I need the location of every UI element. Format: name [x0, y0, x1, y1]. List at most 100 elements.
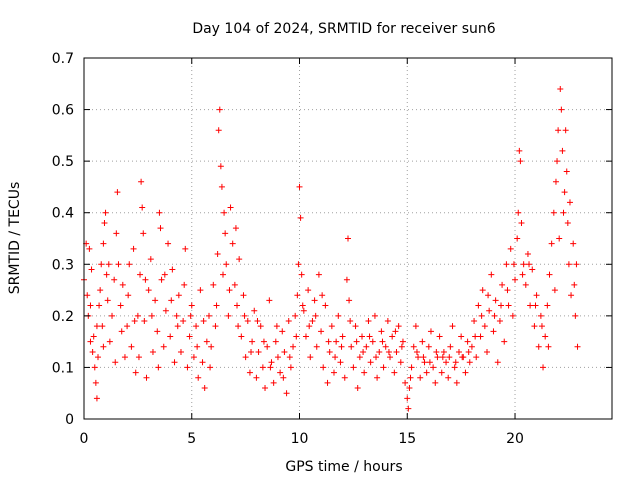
data-point — [542, 333, 549, 340]
data-point — [241, 312, 248, 319]
plot-border — [83, 57, 613, 420]
data-point — [266, 297, 273, 304]
data-point — [447, 343, 454, 350]
data-point — [319, 292, 326, 299]
data-point — [517, 158, 524, 165]
data-point — [255, 348, 262, 355]
data-point — [106, 338, 113, 345]
data-point — [468, 343, 475, 350]
data-point — [208, 343, 215, 350]
y-tick-label: 0.6 — [52, 103, 74, 119]
data-point — [215, 127, 222, 134]
data-point — [551, 287, 558, 294]
data-point — [496, 318, 503, 325]
data-point — [484, 348, 491, 355]
data-point — [96, 302, 103, 309]
y-axis-label: SRMTID / TECUs — [7, 182, 23, 295]
data-point — [305, 287, 312, 294]
data-point — [149, 348, 156, 355]
data-point — [572, 312, 579, 319]
data-point — [426, 359, 433, 366]
data-point — [212, 323, 219, 330]
data-point — [402, 379, 409, 386]
data-point — [294, 292, 301, 299]
data-point — [393, 348, 400, 355]
data-point — [234, 302, 241, 309]
data-point — [124, 323, 131, 330]
data-point — [318, 328, 325, 335]
data-point — [193, 323, 200, 330]
data-point — [347, 318, 354, 325]
x-axis-label: GPS time / hours — [285, 459, 402, 475]
data-point — [311, 297, 318, 304]
data-point — [297, 214, 304, 221]
data-point — [574, 343, 581, 350]
data-point — [546, 271, 553, 278]
data-point — [114, 189, 121, 196]
data-point — [324, 379, 331, 386]
data-point — [479, 287, 486, 294]
data-point — [262, 385, 269, 392]
data-point — [434, 354, 441, 361]
data-point — [505, 302, 512, 309]
data-point — [373, 354, 380, 361]
data-point — [227, 204, 234, 211]
data-point — [320, 364, 327, 371]
data-point — [548, 240, 555, 247]
y-tick-label: 0.5 — [52, 154, 74, 170]
data-point — [420, 354, 427, 361]
data-point — [226, 287, 233, 294]
data-point — [205, 312, 212, 319]
data-point — [157, 225, 164, 232]
data-point — [100, 240, 107, 247]
data-point — [84, 292, 91, 299]
data-point — [410, 343, 417, 350]
data-point — [379, 338, 386, 345]
data-point — [273, 323, 280, 330]
data-point — [535, 343, 542, 350]
data-point — [162, 307, 169, 314]
y-tick-label: 0.1 — [52, 360, 74, 376]
data-point — [419, 338, 426, 345]
data-point — [98, 261, 105, 268]
data-point — [566, 199, 573, 206]
data-point — [478, 312, 485, 319]
data-point — [509, 312, 516, 319]
data-point — [328, 323, 335, 330]
data-point — [322, 302, 329, 309]
data-point — [445, 374, 452, 381]
data-point — [365, 318, 372, 325]
data-point — [471, 318, 478, 325]
data-point — [540, 364, 547, 371]
data-point — [152, 297, 159, 304]
data-point — [220, 271, 227, 278]
data-point — [408, 364, 415, 371]
data-point — [359, 333, 366, 340]
data-point — [139, 204, 146, 211]
data-point — [190, 354, 197, 361]
data-point — [563, 168, 570, 175]
data-point — [99, 323, 106, 330]
data-point — [399, 338, 406, 345]
data-point — [238, 333, 245, 340]
data-point — [488, 271, 495, 278]
data-point — [188, 302, 195, 309]
grid-lines — [84, 58, 612, 419]
data-point — [171, 359, 178, 366]
data-point — [472, 333, 479, 340]
data-point — [249, 338, 256, 345]
data-point — [552, 178, 559, 185]
data-point — [560, 209, 567, 216]
y-tick-label: 0.2 — [52, 309, 74, 325]
x-tick-label: 15 — [398, 431, 416, 447]
data-point — [353, 338, 360, 345]
data-point — [199, 359, 206, 366]
data-point — [481, 323, 488, 330]
data-point — [518, 220, 525, 227]
data-point — [545, 343, 552, 350]
data-point — [465, 348, 472, 355]
data-point — [105, 261, 112, 268]
data-point — [268, 359, 275, 366]
data-point — [333, 338, 340, 345]
data-point — [267, 364, 274, 371]
